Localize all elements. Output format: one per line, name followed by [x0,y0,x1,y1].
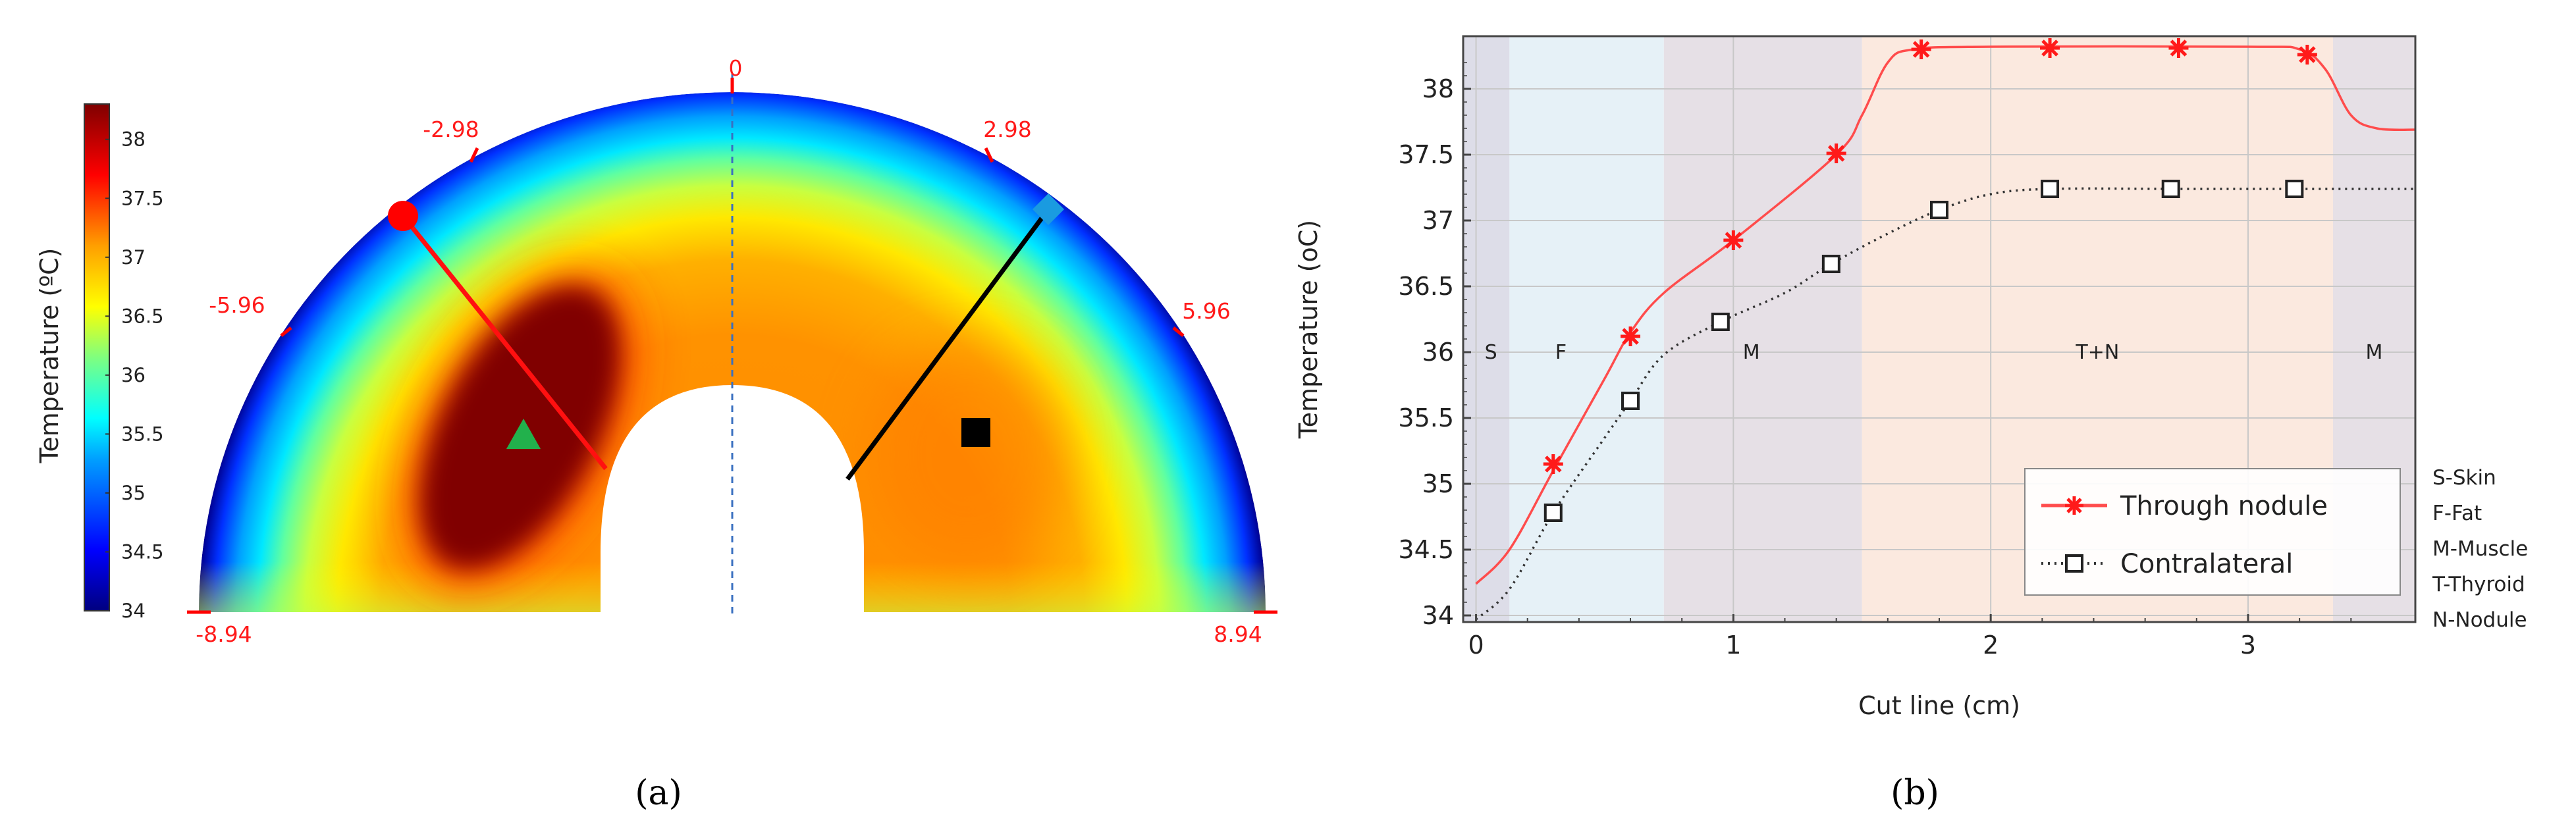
colorbar-tick-label: 37 [121,246,146,269]
region-label: M [1743,341,1760,364]
legend: Through nodule Contralateral [2024,468,2401,596]
star-data-point [2168,38,2189,58]
angle-tick-label: -2.98 [423,117,479,142]
star-data-point [1723,230,1744,250]
tissue-regions [1463,36,2415,622]
colorbar-label: Temperature (ºC) [35,248,64,464]
colorbar-tick-label: 34 [121,600,146,622]
region-labels: S F M T+N M [1485,341,2383,364]
square-data-point [1621,392,1640,410]
square-data-point [2041,180,2060,198]
colorbar-tick-label: 37.5 [121,187,164,209]
x-axis-title: Cut line (cm) [1858,691,2020,720]
x-tick-label: 3 [2240,631,2256,660]
star-data-point [1911,39,1931,59]
series-line [1475,45,2415,585]
y-tick-label: 37.5 [1398,140,1454,169]
angle-tick-label: 5.96 [1182,298,1230,324]
x-tick-label: 2 [1983,631,1999,660]
square-data-point [1711,313,1730,331]
colorbar-tick-label: 36 [121,364,146,386]
y-ticks: 34 34.5 35 35.5 36 36.5 37 37.5 38 [1398,62,1471,630]
cut-line-through-nodule [401,214,608,471]
angle-tick-label: 0 [729,55,743,81]
cut-line-contralateral [845,207,1050,481]
region-band [1663,36,1862,622]
region-label: M [2366,341,2383,364]
y-tick-label: 37 [1422,206,1454,235]
angle-tick-label: -8.94 [196,621,252,647]
abbreviation: F-Fat [2432,502,2482,525]
triangle-marker [506,419,541,449]
star-data-point [2297,45,2317,65]
colorbar-tick-label: 35.5 [121,423,164,445]
star-data-point [2040,38,2060,58]
x-tick-label: 1 [1725,631,1741,660]
circle-marker [388,201,418,231]
y-tick-label: 38 [1422,74,1454,103]
region-label: T+N [2075,341,2119,364]
square-data-point [2285,180,2304,198]
square-data-point [1821,255,1840,273]
y-tick-label: 35 [1422,469,1454,498]
colorbar [84,103,110,611]
angle-tick-label: 2.98 [983,117,1031,142]
panel-b-caption: (b) [1891,773,1939,813]
star-data-point [1826,143,1846,163]
abbreviation: T-Thyroid [2432,573,2525,596]
panel-a-heatmap: 38 37.5 37 36.5 36 35.5 35 34.5 34 Temperature (… [35,55,1277,813]
tissue-abbreviations: S-Skin F-Fat M-Muscle T-Thyroid N-Nodule [2432,466,2528,632]
region-label: S [1485,341,1497,364]
legend-entry-contralateral: Contralateral [2120,549,2293,579]
region-band [1509,36,1664,622]
square-data-point [1930,201,1948,219]
star-data-point [1543,454,1563,474]
star-marker-icon [2065,496,2083,515]
region-band [1463,36,1510,622]
square-data-point [2161,180,2180,198]
angle-tick-labels: -8.94 -5.96 -2.98 0 2.98 5.96 8.94 [196,55,1262,647]
angle-tick-label: -5.96 [209,292,265,318]
colorbar-tick-label: 38 [121,128,146,151]
y-tick-label: 36 [1422,338,1454,367]
y-tick-label: 35.5 [1398,403,1454,432]
y-axis-title: Temperature (oC) [1294,220,1323,439]
colorbar-tick-label: 34.5 [121,540,164,563]
legend-entry-through-nodule: Through nodule [2120,491,2328,521]
colorbar-tick-label: 36.5 [121,305,164,327]
angle-tick-label: 8.94 [1214,621,1262,647]
square-data-point [1543,504,1563,522]
abbreviation: N-Nodule [2432,608,2527,632]
star-data-point [1621,326,1641,346]
colorbar-ticks: 38 37.5 37 36.5 36 35.5 35 34.5 34 [105,128,164,622]
square-marker-icon [2065,554,2083,573]
inner-cavity [601,385,864,612]
region-label: F [1555,341,1567,364]
y-tick-label: 34.5 [1398,535,1454,564]
panel-a-caption: (a) [635,773,682,813]
x-tick-label: 0 [1468,631,1484,660]
series-lines [1475,45,2415,621]
y-tick-label: 34 [1422,601,1454,630]
colorbar-tick-label: 35 [121,482,146,504]
series-markers [1543,38,2317,522]
abbreviation: M-Muscle [2432,537,2528,561]
y-tick-label: 36.5 [1398,272,1454,301]
abbreviation: S-Skin [2432,466,2496,490]
x-ticks: 0 1 2 3 [1468,614,2352,660]
square-marker [961,418,990,447]
